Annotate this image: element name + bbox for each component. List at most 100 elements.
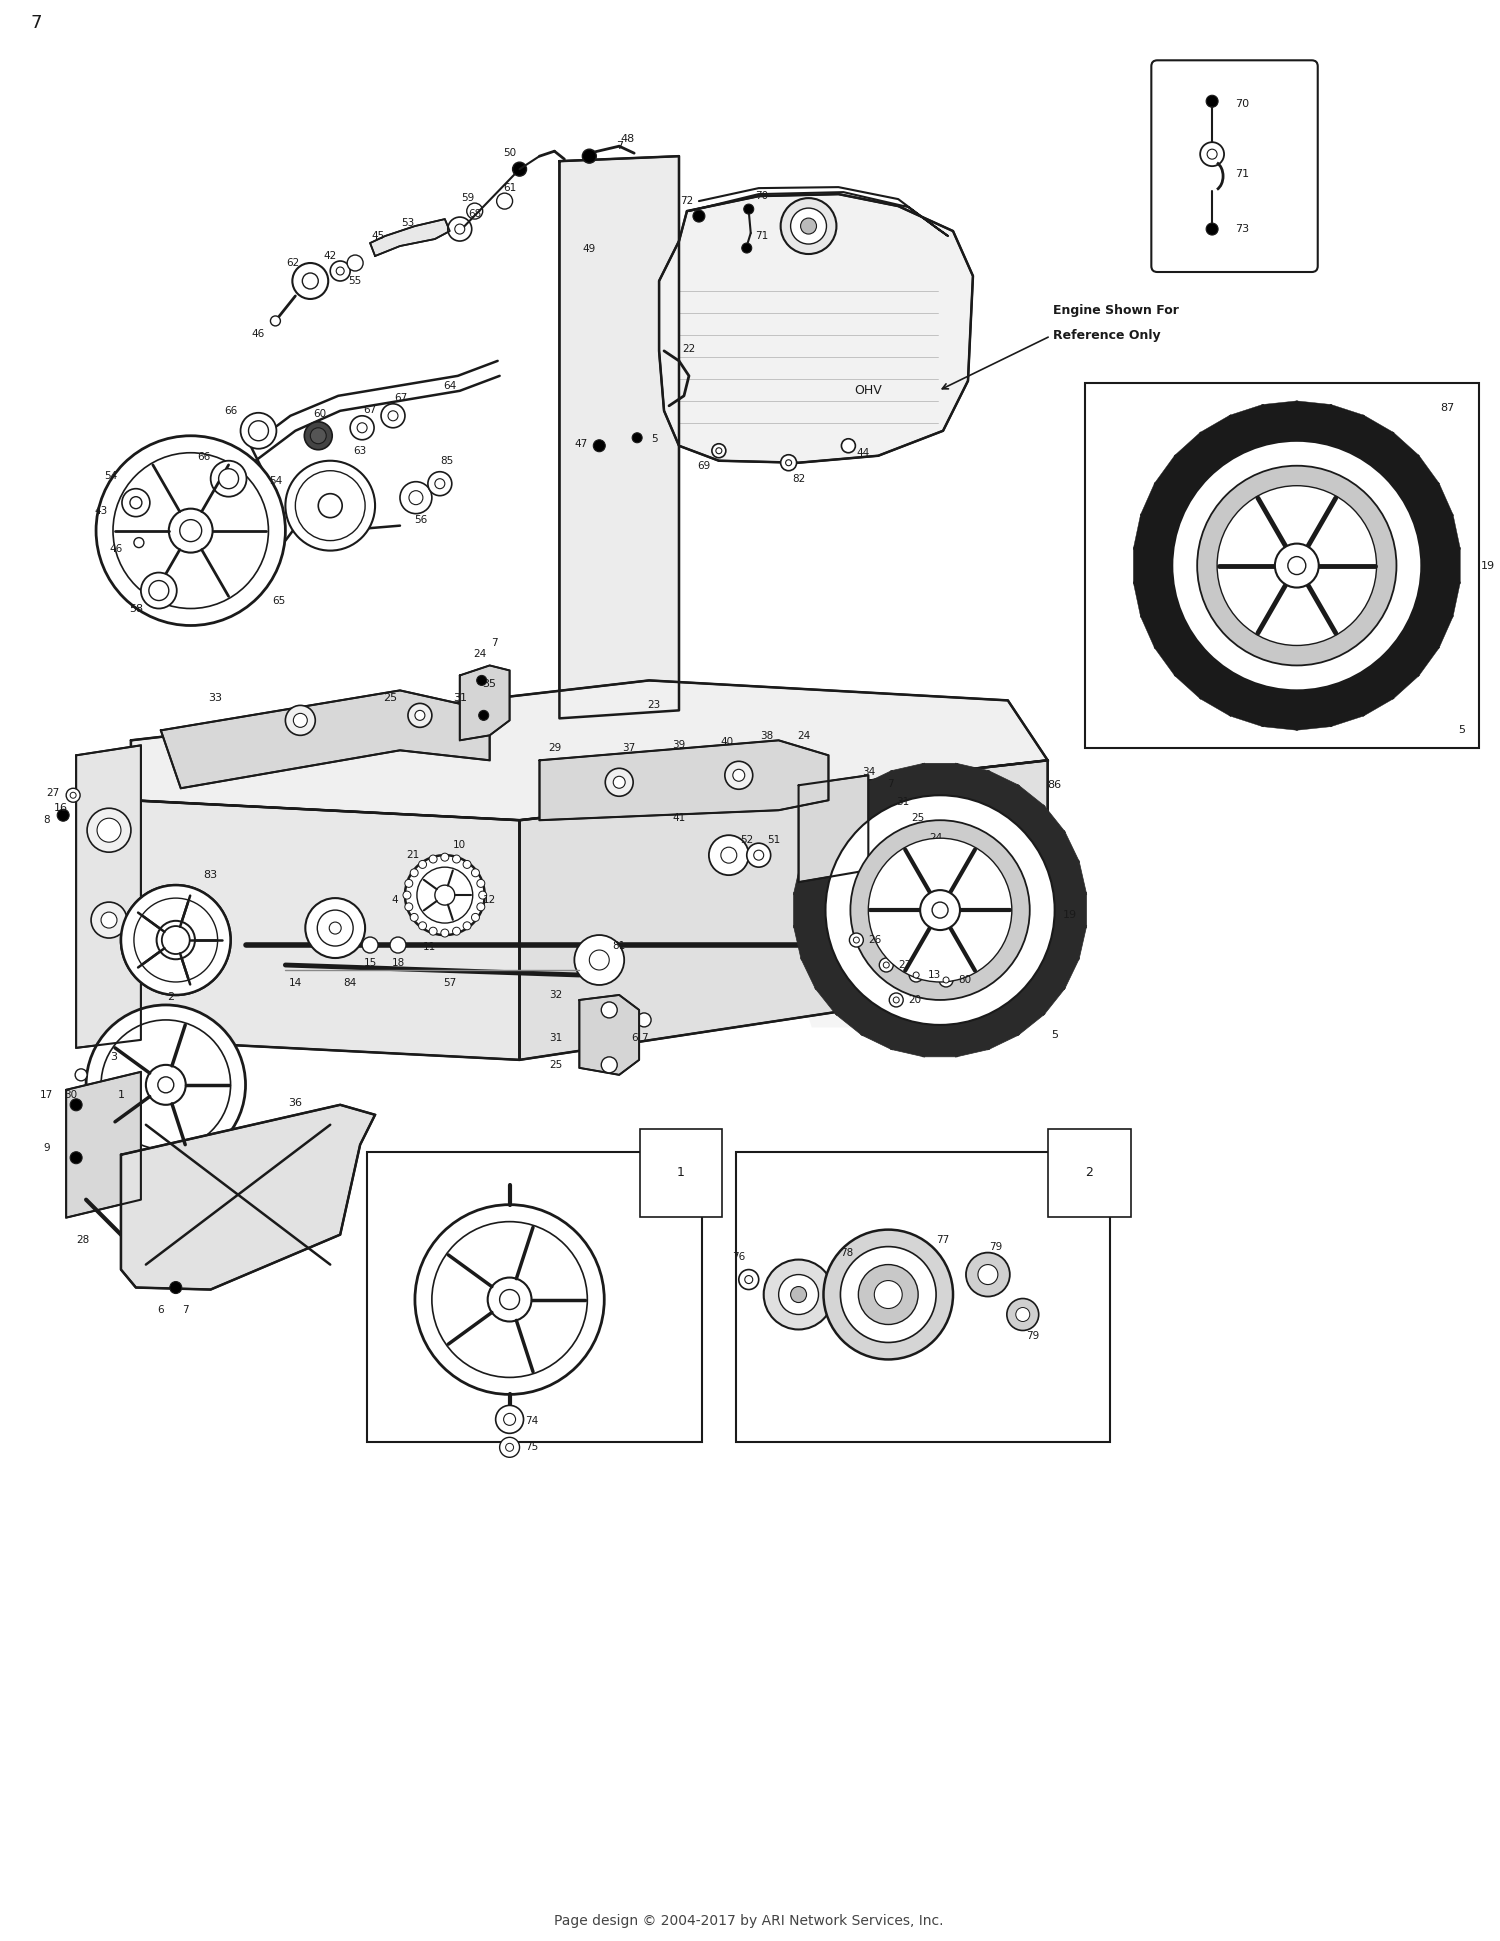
Circle shape	[390, 938, 406, 953]
Circle shape	[429, 928, 436, 936]
Circle shape	[96, 437, 285, 625]
Polygon shape	[1200, 415, 1245, 460]
Polygon shape	[836, 992, 879, 1036]
Text: 87: 87	[1440, 404, 1455, 413]
Text: 83: 83	[204, 870, 218, 879]
Polygon shape	[1040, 831, 1080, 872]
Text: 18: 18	[392, 959, 405, 969]
Polygon shape	[1425, 547, 1460, 584]
Text: 27: 27	[898, 961, 912, 970]
Circle shape	[801, 771, 1080, 1050]
Circle shape	[294, 714, 307, 728]
Text: 76: 76	[732, 1252, 746, 1262]
Circle shape	[122, 885, 231, 996]
Circle shape	[432, 1221, 588, 1378]
Circle shape	[318, 910, 352, 945]
Text: 79: 79	[990, 1242, 1002, 1252]
Text: 7: 7	[183, 1304, 189, 1314]
Text: 86: 86	[1047, 780, 1062, 790]
Circle shape	[134, 899, 218, 982]
Text: 61: 61	[503, 182, 516, 192]
Polygon shape	[1002, 784, 1046, 827]
Circle shape	[978, 1266, 998, 1285]
Polygon shape	[1323, 683, 1365, 728]
Circle shape	[405, 903, 412, 910]
Text: 30: 30	[64, 1089, 78, 1101]
Circle shape	[858, 1266, 918, 1324]
Polygon shape	[1040, 947, 1080, 990]
Text: 5: 5	[651, 433, 657, 444]
Polygon shape	[122, 1104, 375, 1289]
Circle shape	[417, 868, 472, 924]
Text: 68: 68	[468, 210, 482, 219]
Circle shape	[330, 260, 350, 281]
Text: 14: 14	[288, 978, 302, 988]
Text: 73: 73	[1234, 223, 1250, 235]
Circle shape	[466, 204, 483, 219]
Polygon shape	[861, 1009, 901, 1050]
Circle shape	[606, 769, 633, 796]
Polygon shape	[370, 219, 450, 256]
Polygon shape	[922, 1027, 957, 1056]
Text: 56: 56	[414, 514, 428, 524]
Polygon shape	[1140, 606, 1185, 648]
Text: Page design © 2004-2017 by ARI Network Services, Inc.: Page design © 2004-2017 by ARI Network S…	[554, 1914, 944, 1927]
Text: 54: 54	[105, 472, 117, 481]
Text: 54: 54	[268, 476, 282, 485]
Circle shape	[435, 479, 445, 489]
Text: 79: 79	[1026, 1332, 1039, 1341]
Polygon shape	[1348, 415, 1394, 460]
Text: 46: 46	[252, 328, 266, 340]
Text: 26: 26	[868, 936, 882, 945]
Text: 46: 46	[110, 543, 123, 553]
Circle shape	[582, 149, 597, 163]
Circle shape	[892, 998, 898, 1003]
Circle shape	[744, 204, 753, 214]
Text: 10: 10	[453, 840, 466, 850]
Polygon shape	[891, 1021, 928, 1058]
Polygon shape	[891, 763, 928, 800]
Polygon shape	[801, 831, 842, 872]
Text: 70: 70	[1234, 99, 1250, 109]
Circle shape	[416, 710, 424, 720]
Text: 31: 31	[453, 693, 466, 703]
Circle shape	[471, 914, 480, 922]
Circle shape	[170, 1281, 182, 1293]
Circle shape	[346, 254, 363, 272]
Circle shape	[464, 922, 471, 930]
Circle shape	[920, 891, 960, 930]
Text: 5: 5	[1458, 726, 1464, 736]
Circle shape	[693, 210, 705, 221]
Text: 24: 24	[930, 833, 942, 842]
Circle shape	[156, 920, 195, 959]
Circle shape	[158, 1077, 174, 1093]
Circle shape	[416, 1205, 604, 1394]
Text: Reference Only: Reference Only	[1053, 330, 1161, 342]
Text: 43: 43	[94, 507, 108, 516]
Circle shape	[170, 509, 213, 553]
Text: 66: 66	[224, 406, 237, 415]
Polygon shape	[1132, 514, 1174, 553]
Circle shape	[874, 1281, 902, 1308]
Circle shape	[75, 1069, 87, 1081]
Circle shape	[500, 1438, 519, 1458]
Polygon shape	[952, 1021, 990, 1058]
Polygon shape	[1140, 483, 1185, 526]
Polygon shape	[1296, 402, 1332, 439]
Circle shape	[850, 821, 1030, 1000]
Text: 60: 60	[314, 410, 327, 419]
Text: 19: 19	[1480, 561, 1496, 571]
Text: 42: 42	[324, 250, 338, 260]
Circle shape	[1016, 1308, 1031, 1322]
Circle shape	[134, 538, 144, 547]
Circle shape	[350, 415, 374, 441]
Text: 1: 1	[117, 1089, 124, 1101]
Text: 2: 2	[166, 992, 174, 1002]
Circle shape	[1143, 411, 1452, 720]
Circle shape	[478, 891, 486, 899]
Polygon shape	[519, 761, 1047, 1060]
Circle shape	[1200, 142, 1224, 167]
Text: 29: 29	[548, 743, 561, 753]
Circle shape	[801, 217, 816, 235]
Text: 48: 48	[620, 134, 634, 144]
